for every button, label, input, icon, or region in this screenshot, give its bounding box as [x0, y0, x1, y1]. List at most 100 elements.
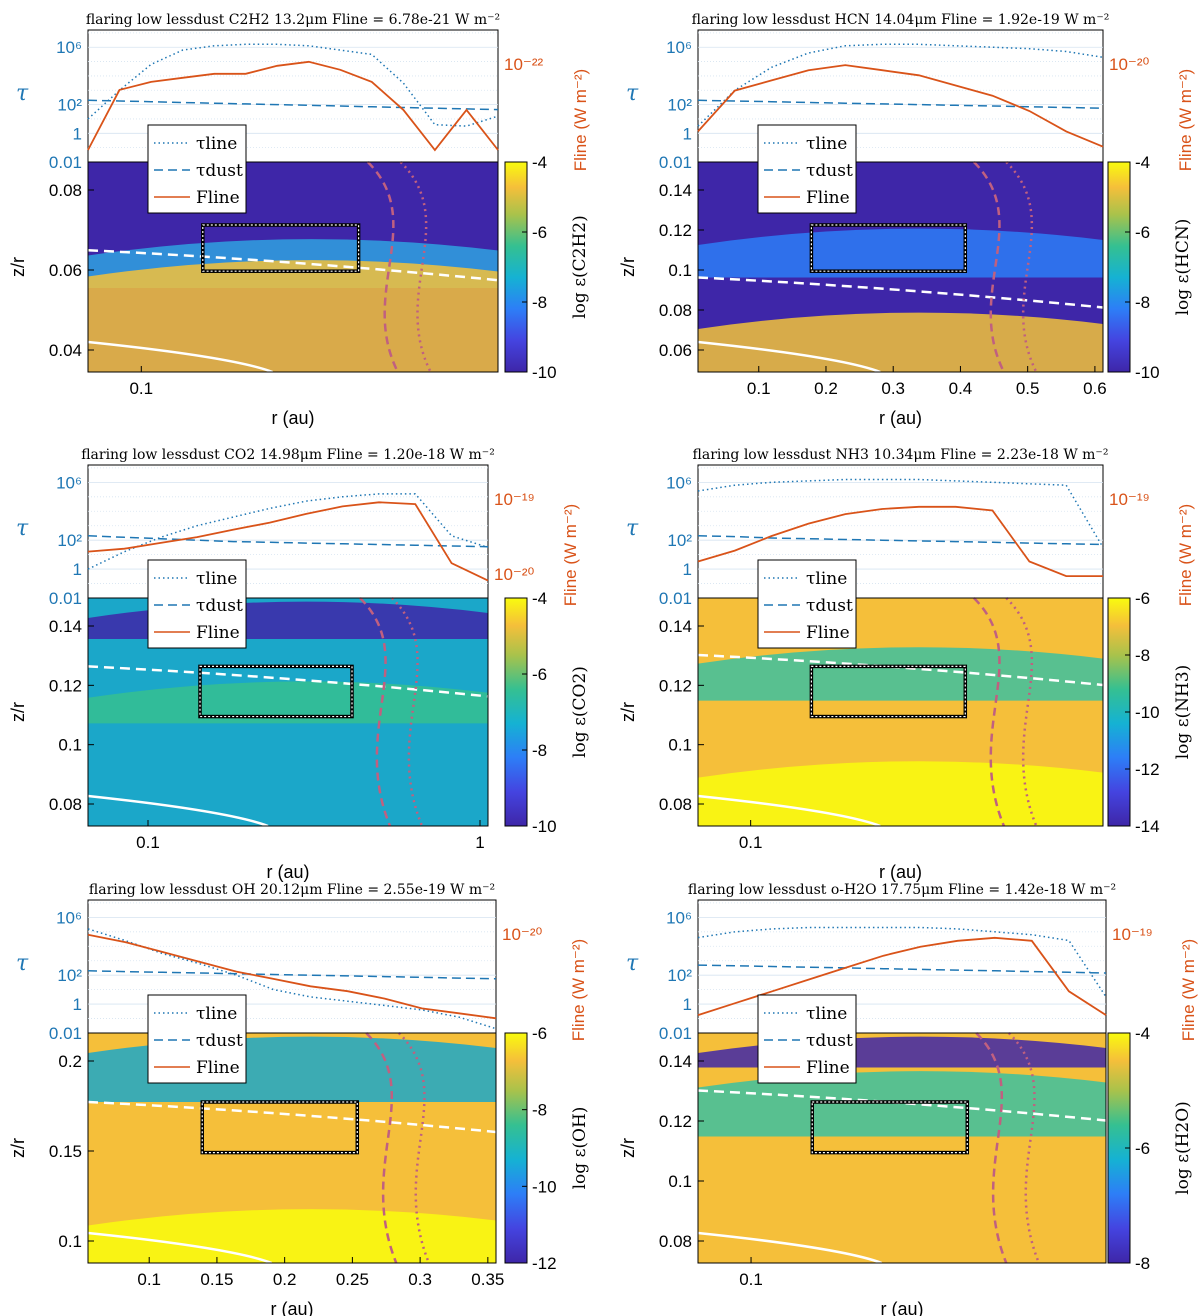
tau-tick-label: 10²	[57, 531, 82, 550]
flux-line-curve	[697, 64, 1104, 148]
colorbar-tick-label: -6	[532, 223, 547, 242]
flux-line-curve	[87, 933, 497, 1020]
zr-tick-label: 0.08	[659, 1232, 692, 1251]
heatmap-region	[698, 312, 1103, 372]
r-tick-label: 0.2	[273, 1270, 297, 1289]
r-tick-label: 0.6	[1083, 379, 1107, 398]
temperature-contour	[973, 597, 1006, 827]
r-tick-label: 0.2	[814, 379, 838, 398]
colorbar-tick-label: -8	[532, 1101, 547, 1120]
zr-tick-label: 0.1	[668, 1172, 692, 1191]
zr-tick-label: 0.1	[58, 736, 82, 755]
legend-entry: Fline	[806, 188, 850, 208]
colorbar-label: log ε(OH)	[570, 1107, 590, 1190]
tau-tick-label: 10⁶	[666, 38, 692, 57]
temperature-contour	[973, 161, 1006, 373]
flux-line-curve	[87, 60, 499, 152]
colorbar-tick-label: -6	[1135, 589, 1150, 608]
heatmap-region	[88, 1209, 496, 1263]
panel-nh3: flaring low lessdust NH3 10.34μm Fline =…	[618, 447, 1195, 882]
colorbar-tick-label: -6	[1135, 1139, 1150, 1158]
legend-entry: τdust	[806, 1031, 853, 1051]
zr-tick-label: 0.14	[659, 181, 692, 200]
tau-dust-curve	[87, 99, 499, 111]
tau-line-curve	[87, 928, 497, 1030]
disk-surface-line	[697, 794, 881, 828]
tau-tick-label: 1	[683, 124, 692, 143]
tau-axis-label: τ	[626, 81, 639, 106]
r-tick-label: 0.4	[949, 379, 973, 398]
legend-entry: Fline	[196, 623, 240, 643]
panel-h2o: flaring low lessdust o-H2O 17.75μm Fline…	[618, 882, 1198, 1316]
tau-dust-curve	[697, 535, 1104, 546]
tau-one-surface	[87, 1100, 497, 1134]
zr-tick-label: 0.12	[49, 676, 82, 695]
colorbar-tick-label: -10	[532, 817, 557, 836]
zr-axis-label: z/r	[8, 1138, 28, 1158]
zr-tick-label: 0.1	[668, 261, 692, 280]
legend-entry: τline	[196, 134, 237, 154]
colorbar-label: log ε(C2H2)	[570, 215, 590, 319]
flux-tick-label: 10⁻²⁰	[1109, 55, 1150, 74]
temperature-contour	[1005, 161, 1038, 373]
tau-axis-label: τ	[16, 951, 29, 976]
tau-tick-label: 10²	[57, 96, 82, 115]
colorbar-tick-label: -14	[1135, 817, 1160, 836]
disk-surface-line	[87, 794, 269, 828]
tau-line-curve	[87, 493, 489, 570]
disk-surface-line	[697, 1231, 883, 1265]
legend-box	[147, 559, 247, 649]
tau-tick-label: 1	[73, 124, 82, 143]
heatmap-region	[698, 1071, 1106, 1137]
colorbar-label: log ε(CO2)	[570, 666, 590, 758]
flux-axis-label: Fline (W m⁻²)	[571, 69, 590, 171]
zr-tick-label: 0.12	[659, 221, 692, 240]
r-tick-label: 1	[475, 833, 484, 852]
r-tick-label: 0.1	[136, 833, 160, 852]
disk-surface-line	[87, 1231, 273, 1265]
temperature-contour	[359, 597, 392, 827]
zr-tick-label: 0.14	[659, 617, 692, 636]
zr-axis-label: z/r	[8, 257, 28, 277]
r-axis-label: r (au)	[266, 862, 309, 882]
tau-tick-label: 1	[73, 995, 82, 1014]
flux-axis-label: Fline (W m⁻²)	[1176, 504, 1195, 606]
colorbar-tick-label: -8	[532, 741, 547, 760]
colorbar-tick-label: -8	[1135, 1254, 1150, 1273]
colorbar-tick-label: -12	[532, 1254, 557, 1273]
colorbar-tick-label: -4	[532, 153, 547, 172]
flux-line-curve	[697, 505, 1103, 577]
tau-tick-label: 1	[683, 995, 692, 1014]
emitting-region-box-inner	[811, 1101, 968, 1154]
colorbar	[504, 597, 528, 827]
tau-one-surface	[697, 1089, 1107, 1122]
tau-tick-label: 10²	[667, 96, 692, 115]
tau-tick-label: 0.01	[659, 153, 692, 172]
colorbar-tick-label: -10	[532, 363, 557, 382]
tau-tick-label: 0.01	[659, 1024, 692, 1043]
tau-tick-label: 10⁶	[666, 473, 692, 492]
panel-hcn: flaring low lessdust HCN 14.04μm Fline =…	[618, 12, 1195, 428]
legend-entry: Fline	[196, 188, 240, 208]
r-axis-label: r (au)	[879, 862, 922, 882]
r-axis-label: r (au)	[270, 1299, 313, 1316]
legend-entry: τdust	[196, 1031, 243, 1051]
legend-box	[147, 994, 247, 1084]
legend-entry: Fline	[196, 1058, 240, 1078]
tau-axis-label: τ	[16, 81, 29, 106]
temperature-contour	[366, 161, 399, 373]
flux-axis-label: Fline (W m⁻²)	[1179, 939, 1198, 1041]
zr-axis-label: z/r	[8, 702, 28, 722]
heatmap-frame	[87, 161, 499, 373]
tau-axis-label: τ	[16, 516, 29, 541]
r-tick-label: 0.25	[336, 1270, 369, 1289]
zr-axis-label: z/r	[618, 702, 638, 722]
panel-title: flaring low lessdust NH3 10.34μm Fline =…	[693, 447, 1109, 463]
legend-entry: τline	[806, 134, 847, 154]
tau-line-curve	[697, 478, 1104, 548]
colorbar-tick-label: -10	[1135, 703, 1160, 722]
r-tick-label: 0.3	[881, 379, 905, 398]
heatmap-region	[88, 681, 488, 724]
temperature-contour	[975, 1032, 1008, 1264]
